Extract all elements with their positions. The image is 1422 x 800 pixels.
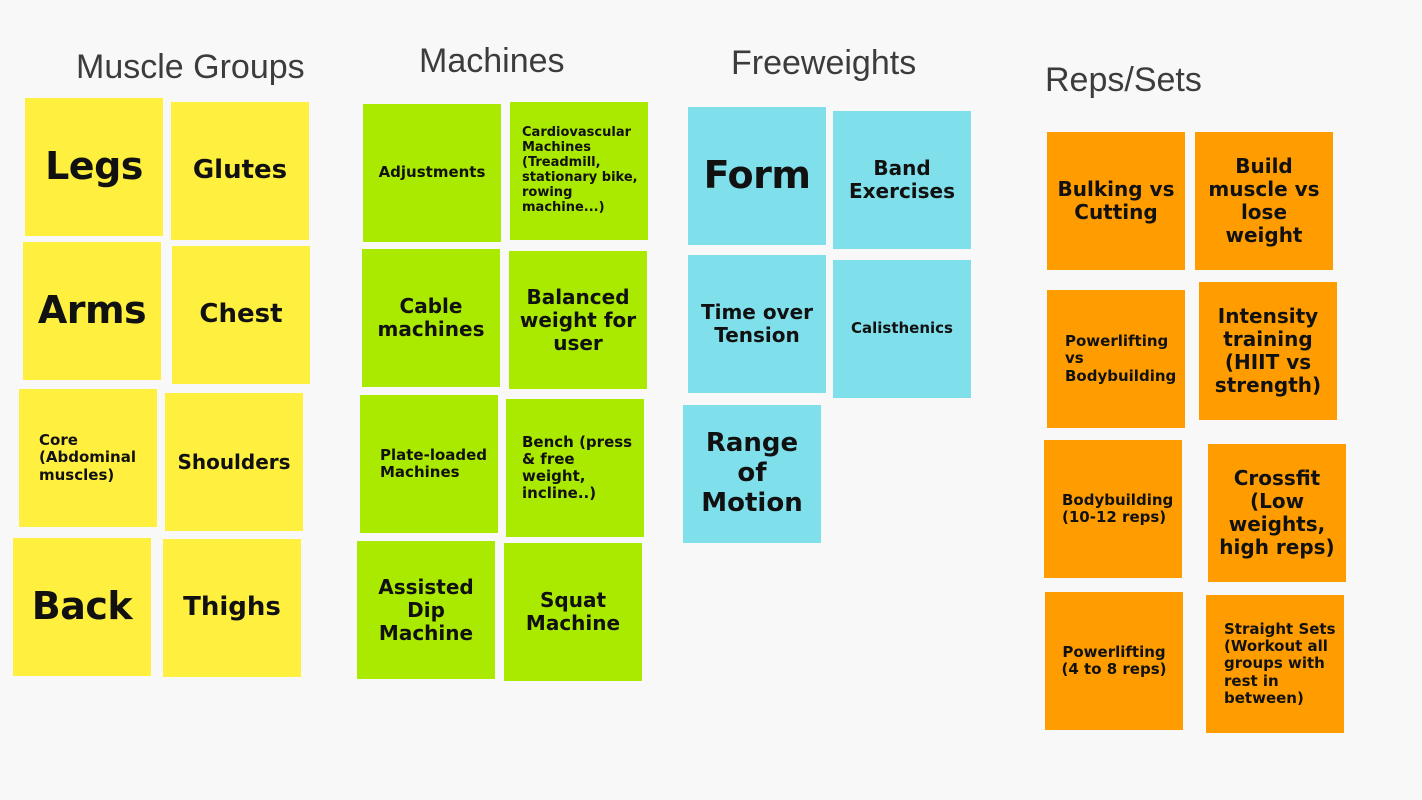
- note-text: Thighs: [183, 592, 281, 623]
- note-text: Shoulders: [177, 449, 291, 474]
- sticky-note-bench[interactable]: Bench (press & free weight, incline..): [506, 399, 644, 537]
- note-text: Form: [703, 153, 811, 198]
- note-text: Powerlifting (4 to 8 reps): [1061, 642, 1167, 678]
- sticky-note-form[interactable]: Form: [688, 107, 826, 245]
- note-text: Plate-loaded Machines: [380, 445, 488, 481]
- note-text: Bench (press & free weight, incline..): [522, 432, 633, 503]
- sticky-note-intensity-training[interactable]: Intensity training (HIIT vs strength): [1199, 282, 1337, 420]
- sticky-note-squat-machine[interactable]: Squat Machine: [504, 543, 642, 681]
- note-text: Intensity training (HIIT vs strength): [1214, 304, 1322, 397]
- note-text: Legs: [45, 144, 143, 189]
- sticky-note-back[interactable]: Back: [13, 538, 151, 676]
- sticky-note-thighs[interactable]: Thighs: [163, 539, 301, 677]
- note-text: Straight Sets (Workout all groups with r…: [1224, 619, 1336, 707]
- note-text: Range of Motion: [701, 428, 803, 518]
- note-text: Chest: [199, 299, 283, 330]
- sticky-note-bodybuilding-reps[interactable]: Bodybuilding (10-12 reps): [1044, 440, 1182, 578]
- sticky-note-balanced-weight[interactable]: Balanced weight for user: [509, 251, 647, 389]
- note-text: Build muscle vs lose weight: [1208, 154, 1320, 247]
- note-text: Squat Machine: [525, 588, 621, 635]
- note-text: Glutes: [192, 155, 288, 186]
- sticky-note-powerlifting-vs-bodybuilding[interactable]: Powerlifting vs Bodybuilding: [1047, 290, 1185, 428]
- note-text: Assisted Dip Machine: [378, 574, 474, 645]
- note-text: Bodybuilding (10-12 reps): [1062, 490, 1174, 526]
- note-text: Core (Abdominal muscles): [39, 431, 136, 484]
- sticky-note-powerlifting-reps[interactable]: Powerlifting (4 to 8 reps): [1045, 592, 1183, 730]
- note-text: Bulking vs Cutting: [1057, 177, 1175, 224]
- sticky-note-legs[interactable]: Legs: [25, 98, 163, 236]
- sticky-note-adjustments[interactable]: Adjustments: [363, 104, 501, 242]
- heading-machines: Machines: [419, 42, 565, 80]
- sticky-note-cardiovascular-machines[interactable]: Cardiovascular Machines (Treadmill, stat…: [510, 102, 648, 240]
- note-text: Crossfit (Low weights, high reps): [1219, 466, 1335, 559]
- note-text: Arms: [37, 288, 147, 333]
- heading-muscle-groups: Muscle Groups: [76, 48, 305, 86]
- sticky-note-shoulders[interactable]: Shoulders: [165, 393, 303, 531]
- sticky-note-crossfit[interactable]: Crossfit (Low weights, high reps): [1208, 444, 1346, 582]
- sticky-note-plate-loaded-machines[interactable]: Plate-loaded Machines: [360, 395, 498, 533]
- sticky-note-time-over-tension[interactable]: Time over Tension: [688, 255, 826, 393]
- sticky-note-bulking-vs-cutting[interactable]: Bulking vs Cutting: [1047, 132, 1185, 270]
- heading-reps-sets: Reps/Sets: [1045, 61, 1202, 99]
- note-text: Powerlifting vs Bodybuilding: [1065, 332, 1177, 385]
- sticky-note-glutes[interactable]: Glutes: [171, 102, 309, 240]
- sticky-note-calisthenics[interactable]: Calisthenics: [833, 260, 971, 398]
- note-text: Calisthenics: [850, 319, 953, 338]
- sticky-note-range-of-motion[interactable]: Range of Motion: [683, 405, 821, 543]
- note-text: Balanced weight for user: [519, 284, 637, 355]
- sticky-note-build-muscle-vs-lose-weight[interactable]: Build muscle vs lose weight: [1195, 132, 1333, 270]
- sticky-note-arms[interactable]: Arms: [23, 242, 161, 380]
- sticky-note-cable-machines[interactable]: Cable machines: [362, 249, 500, 387]
- note-text: Adjustments: [378, 163, 486, 182]
- sticky-note-assisted-dip-machine[interactable]: Assisted Dip Machine: [357, 541, 495, 679]
- sticky-note-core[interactable]: Core (Abdominal muscles): [19, 389, 157, 527]
- note-text: Cardiovascular Machines (Treadmill, stat…: [522, 125, 638, 215]
- sticky-note-straight-sets[interactable]: Straight Sets (Workout all groups with r…: [1206, 595, 1344, 733]
- sticky-note-band-exercises[interactable]: Band Exercises: [833, 111, 971, 249]
- note-text: Time over Tension: [700, 300, 814, 347]
- sticky-note-chest[interactable]: Chest: [172, 246, 310, 384]
- note-text: Back: [31, 584, 133, 629]
- note-text: Band Exercises: [848, 156, 956, 203]
- heading-freeweights: Freeweights: [731, 44, 917, 82]
- note-text: Cable machines: [377, 294, 485, 341]
